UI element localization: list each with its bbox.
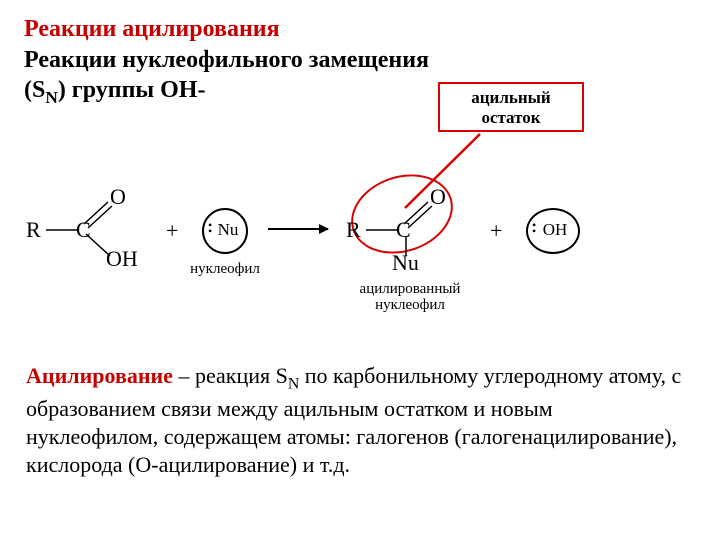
slide-page: Реакции ацилирования Реакции нуклеофильн… [0,0,720,540]
acid-OH: OH [106,248,138,270]
prod-Nu: Nu [392,252,419,274]
def-sn-sub: N [288,375,299,392]
product-label-l1: ацилированный [360,281,461,297]
acid-C: C [76,219,91,241]
prod-Otop: O [430,186,446,208]
product-label: ацилированный нуклеофил [350,282,470,314]
plus-1: + [166,218,178,244]
prod-C: C [396,219,411,241]
nucleophile-circle: •• Nu [202,208,248,254]
product-label-l2: нуклеофил [375,297,445,313]
definition-paragraph: Ацилирование – реакция SN по карбонильно… [26,362,690,479]
def-body1: – реакция S [173,363,288,388]
acid-R: R [26,219,41,241]
leaving-group-circle: •• OH [526,208,580,254]
leaving-group-text: OH [539,220,568,239]
nucleophile-text: Nu [212,220,239,239]
callout-box: ацильный остаток [438,82,584,132]
plus-2: + [490,218,502,244]
callout-l1: ацильный [440,88,582,108]
prod-R: R [346,219,361,241]
lone-pair-dots-2: •• [532,222,534,234]
acid-Otop: O [110,186,126,208]
lone-pair-dots: •• [208,222,210,234]
definition-term: Ацилирование [26,363,173,388]
reaction-arrow [268,228,328,230]
reaction-scheme: R C O OH + •• Nu нуклеофил R C O [24,160,664,330]
callout-l2: остаток [440,108,582,128]
nucleophile-label: нуклеофил [186,262,264,278]
